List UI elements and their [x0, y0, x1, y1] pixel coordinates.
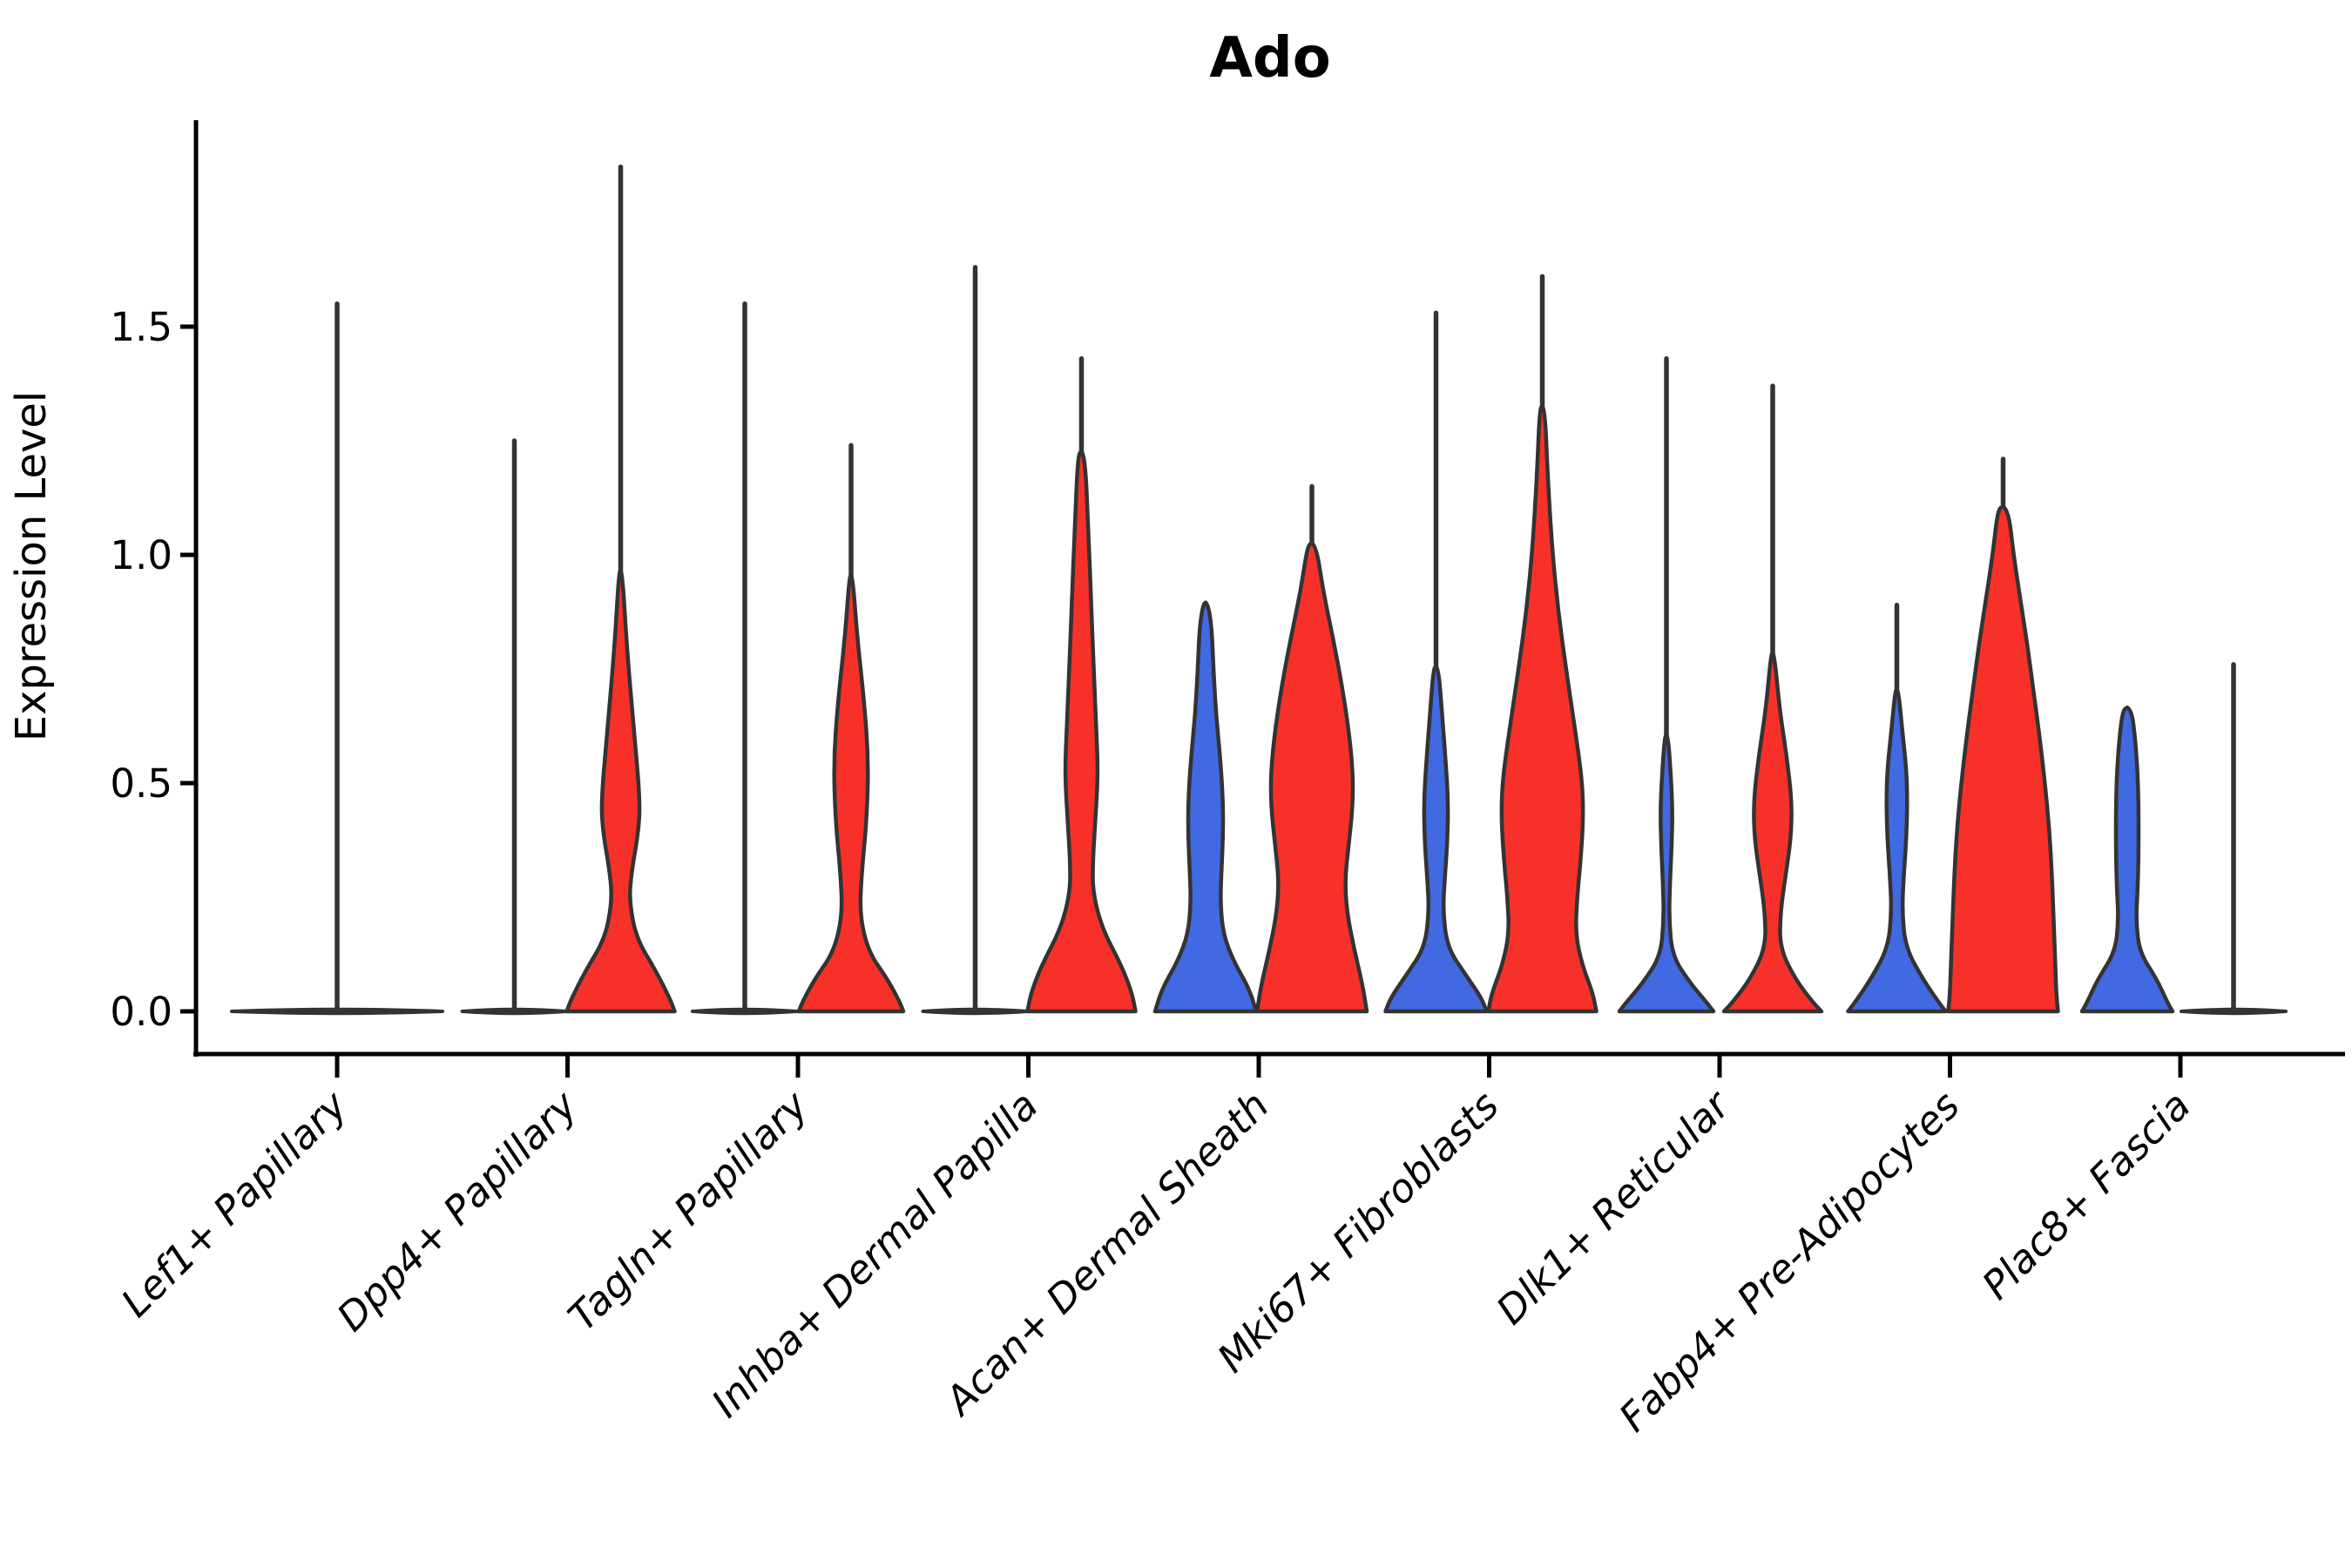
- violin-lef1-papillary-all-flat: [230, 1007, 444, 1016]
- y-tick-label-0.0: 0.0: [110, 989, 172, 1035]
- y-tick-label-1.5: 1.5: [110, 304, 172, 350]
- x-tick-label-tagln-papillary: Tagln+ Papillary: [559, 1081, 818, 1340]
- violin-plac8-fascia-blue: [2079, 705, 2175, 1014]
- y-tick-label-0.5: 0.5: [110, 760, 172, 807]
- chart-title: Ado: [1209, 26, 1330, 91]
- x-tick-label-plac8-fascia: Plac8+ Fascia: [1973, 1082, 2200, 1308]
- violin-fabp4-pre-adipocytes-red: [1946, 504, 2060, 1014]
- violin-fabp4-pre-adipocytes-blue: [1846, 686, 1948, 1014]
- violin-plac8-fascia-red-flat: [2180, 1007, 2288, 1016]
- violin-mki67-fibroblasts-blue: [1383, 664, 1489, 1014]
- x-tick-label-lef1-papillary: Lef1+ Papillary: [112, 1081, 357, 1326]
- violin-dlk1-reticular-blue: [1617, 733, 1716, 1014]
- violin-acan-dermal-sheath-blue: [1152, 600, 1259, 1014]
- violin-inhba-dermal-papilla-blue-flat: [921, 1007, 1030, 1016]
- violin-mki67-fibroblasts-red: [1486, 404, 1598, 1014]
- violin-shapes: [230, 164, 2288, 1016]
- violin-dpp4-papillary-blue-flat: [460, 1007, 569, 1016]
- violin-tagln-papillary-red: [796, 572, 906, 1014]
- x-tick-label-dpp4-papillary: Dpp4+ Papillary: [328, 1081, 587, 1340]
- violin-acan-dermal-sheath-red: [1254, 541, 1369, 1014]
- violin-dpp4-papillary-red: [564, 568, 677, 1014]
- y-tick-label-1.0: 1.0: [110, 532, 172, 578]
- violin-tagln-papillary-blue-flat: [691, 1007, 799, 1016]
- axis-tick-marks: [180, 324, 2183, 1078]
- violin-dlk1-reticular-red: [1721, 651, 1824, 1014]
- x-tick-label-dlk1-reticular: Dlk1+ Reticular: [1487, 1081, 1740, 1334]
- y-axis-label: Expression Level: [7, 391, 56, 742]
- violin-inhba-dermal-papilla-red: [1025, 449, 1138, 1014]
